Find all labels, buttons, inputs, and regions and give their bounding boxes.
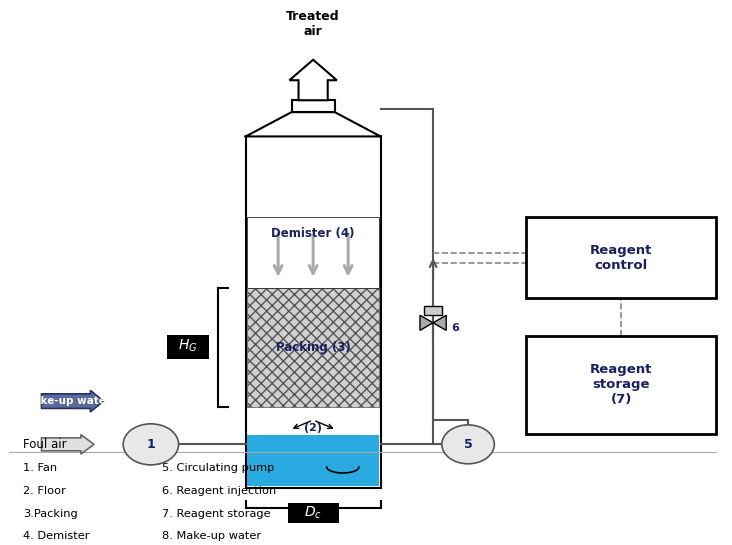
- Text: 8. Make-up water: 8. Make-up water: [162, 531, 261, 541]
- Circle shape: [442, 425, 494, 464]
- Text: Demister (4): Demister (4): [272, 227, 355, 240]
- Text: 6. Reagent injection: 6. Reagent injection: [162, 486, 276, 496]
- Text: Treated
air: Treated air: [286, 10, 340, 38]
- Text: 7. Reagent storage: 7. Reagent storage: [162, 508, 270, 519]
- Text: 4. Demister: 4. Demister: [23, 531, 90, 541]
- Bar: [526, 217, 716, 299]
- Text: 5. Circulating pump: 5. Circulating pump: [162, 463, 274, 473]
- Circle shape: [123, 424, 179, 465]
- Polygon shape: [246, 112, 381, 136]
- Bar: [288, 502, 339, 523]
- Text: Reagent
storage
(7): Reagent storage (7): [590, 364, 652, 407]
- Polygon shape: [433, 315, 447, 330]
- Text: Make-up water (8): Make-up water (8): [23, 396, 132, 406]
- Bar: [246, 136, 381, 488]
- Text: (2): (2): [304, 423, 322, 433]
- FancyArrow shape: [42, 390, 103, 412]
- Bar: [425, 306, 442, 315]
- Polygon shape: [420, 315, 433, 330]
- Text: 1. Fan: 1. Fan: [23, 463, 57, 473]
- Bar: [247, 217, 379, 288]
- Bar: [247, 288, 379, 407]
- Bar: [247, 434, 379, 487]
- FancyArrow shape: [42, 434, 94, 454]
- Text: Packing (3): Packing (3): [276, 341, 351, 354]
- Text: 6: 6: [452, 323, 459, 333]
- Text: 1: 1: [146, 438, 155, 451]
- Text: 5: 5: [463, 438, 472, 451]
- Bar: [526, 336, 716, 433]
- FancyArrow shape: [289, 60, 337, 100]
- Text: Foul air: Foul air: [23, 438, 67, 451]
- Text: 3.Packing: 3.Packing: [23, 508, 78, 519]
- Text: $D_c$: $D_c$: [305, 505, 322, 521]
- Bar: [291, 100, 335, 112]
- Text: Reagent
control: Reagent control: [590, 244, 652, 272]
- Text: 2. Floor: 2. Floor: [23, 486, 66, 496]
- Text: $H_G$: $H_G$: [178, 338, 197, 354]
- Bar: [167, 335, 209, 359]
